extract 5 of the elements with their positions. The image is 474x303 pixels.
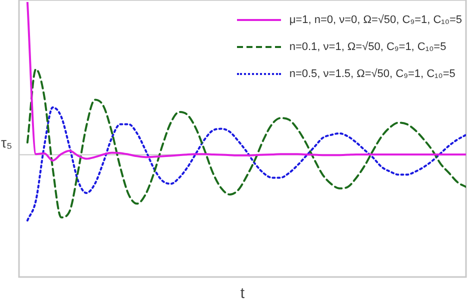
y-axis-title: τ₅: [1, 134, 12, 151]
legend-label: μ=1, n=0, ν=0, Ω=√50, C₉=1, C₁₀=5: [289, 14, 462, 26]
legend-label: n=0.5, ν=1.5, Ω=√50, C₉=1, C₁₀=5: [289, 68, 456, 80]
legend-label: n=0.1, ν=1, Ω=√50, C₉=1, C₁₀=5: [289, 40, 446, 52]
x-axis-title: t: [240, 285, 246, 302]
